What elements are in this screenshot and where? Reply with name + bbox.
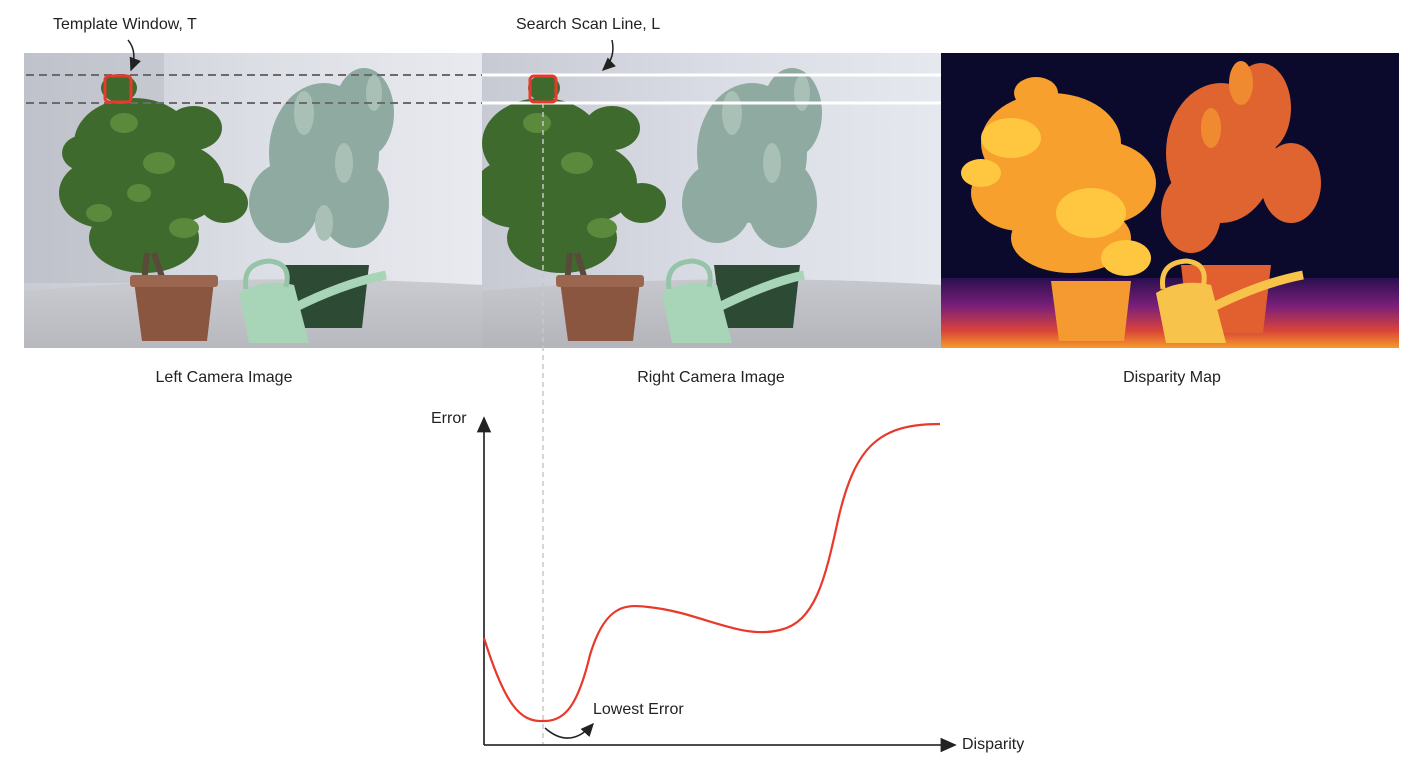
right-camera-image-caption: Right Camera Image [637,369,785,386]
error-curve [482,422,941,723]
disparity-axis-label: Disparity [962,736,1025,753]
search-scan-line-label: Search Scan Line, L [516,16,661,33]
disparity-map [941,53,1399,348]
left-camera-image [24,53,482,348]
right-camera-image [482,53,941,348]
error-axis-label: Error [431,410,467,427]
lowest-error-arrow [544,722,594,739]
template-window-label: Template Window, T [53,16,197,33]
disparity-map-caption: Disparity Map [1123,369,1221,386]
left-camera-image-caption: Left Camera Image [155,369,293,386]
lowest-error-label: Lowest Error [593,701,684,718]
